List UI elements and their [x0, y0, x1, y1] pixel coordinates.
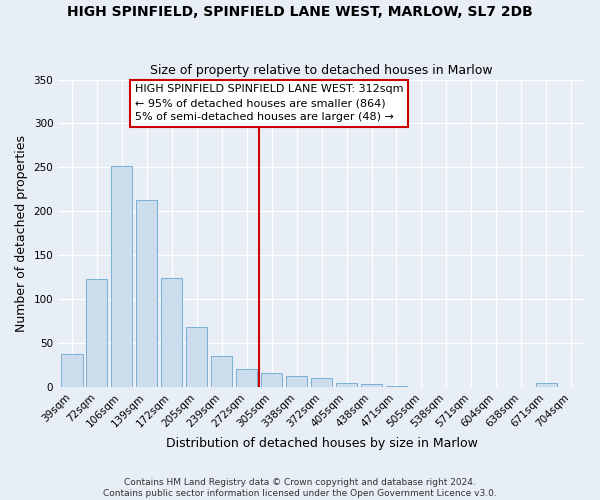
Bar — [211, 356, 232, 387]
Bar — [236, 370, 257, 387]
Bar — [286, 376, 307, 387]
Bar — [86, 279, 107, 387]
Text: Contains HM Land Registry data © Crown copyright and database right 2024.
Contai: Contains HM Land Registry data © Crown c… — [103, 478, 497, 498]
Bar — [361, 384, 382, 387]
Bar — [386, 386, 407, 387]
Bar — [336, 382, 357, 387]
Bar — [161, 278, 182, 387]
Bar — [536, 384, 557, 387]
Bar — [136, 200, 157, 387]
Bar — [311, 378, 332, 387]
Title: Size of property relative to detached houses in Marlow: Size of property relative to detached ho… — [150, 64, 493, 77]
Text: HIGH SPINFIELD SPINFIELD LANE WEST: 312sqm
← 95% of detached houses are smaller : HIGH SPINFIELD SPINFIELD LANE WEST: 312s… — [134, 84, 403, 122]
Bar — [186, 327, 208, 387]
Bar — [261, 373, 282, 387]
Text: HIGH SPINFIELD, SPINFIELD LANE WEST, MARLOW, SL7 2DB: HIGH SPINFIELD, SPINFIELD LANE WEST, MAR… — [67, 5, 533, 19]
Bar — [111, 166, 133, 387]
X-axis label: Distribution of detached houses by size in Marlow: Distribution of detached houses by size … — [166, 437, 478, 450]
Bar — [61, 354, 83, 387]
Y-axis label: Number of detached properties: Number of detached properties — [15, 135, 28, 332]
